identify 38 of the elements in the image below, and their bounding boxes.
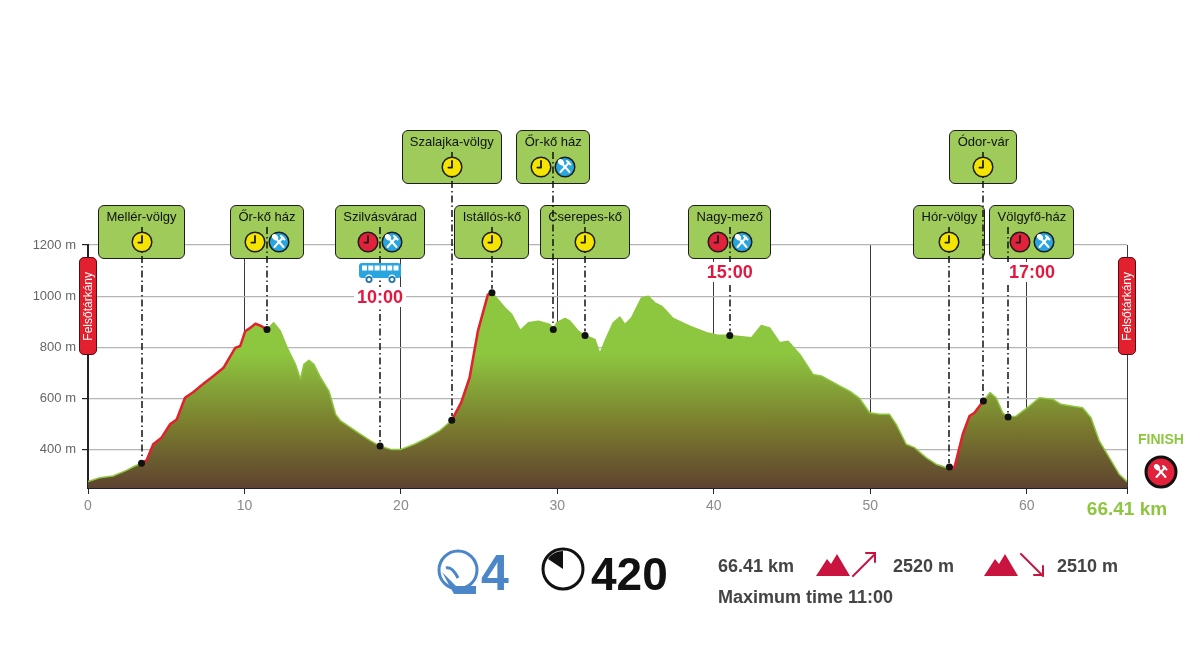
annotation: Völgyfő-ház bbox=[996, 209, 1068, 225]
annotation: 10:00 bbox=[354, 287, 407, 307]
annotation: 15:00 bbox=[703, 262, 756, 282]
annotation: Szilvásvárad bbox=[342, 209, 418, 225]
text: 420 bbox=[591, 548, 668, 600]
annotation: Felsőtárkány bbox=[1119, 271, 1135, 341]
annotation: Cserepes-kő bbox=[547, 209, 623, 225]
annotation: Felsőtárkány bbox=[80, 271, 96, 341]
text: FINISH bbox=[1138, 431, 1184, 447]
text: 66.41 km bbox=[718, 556, 795, 576]
x-tick-label: 20 bbox=[393, 497, 409, 514]
annotation: Nagy-mező bbox=[695, 209, 764, 225]
text: Maximum time 11:00 bbox=[718, 587, 894, 607]
text: 2510 m bbox=[1057, 556, 1119, 576]
annotation: Mellér-völgy bbox=[105, 209, 178, 225]
annotation: Istállós-kő bbox=[461, 209, 523, 225]
text: 2520 m bbox=[893, 556, 955, 576]
x-tick-label: 66.41 km bbox=[1086, 497, 1168, 519]
x-tick-label: 30 bbox=[549, 497, 566, 514]
y-tick-label: 1000 m bbox=[32, 287, 76, 303]
y-tick-label: 800 m bbox=[39, 338, 76, 354]
text: 4 bbox=[481, 545, 509, 601]
annotation: Őr-kő ház bbox=[523, 134, 583, 150]
y-tick-label: 400 m bbox=[39, 441, 76, 457]
x-tick-label: 50 bbox=[862, 497, 879, 514]
y-tick-label: 1200 m bbox=[32, 236, 76, 252]
x-tick-label: 40 bbox=[706, 497, 722, 514]
annotation: Őr-kő ház bbox=[237, 209, 297, 225]
x-tick-label: 60 bbox=[1018, 497, 1035, 514]
annotation: Ódor-vár bbox=[956, 134, 1010, 150]
annotation: 17:00 bbox=[1005, 262, 1058, 282]
tag-box: Felsőtárkány bbox=[1118, 257, 1136, 355]
annotation: Hór-völgy bbox=[920, 209, 979, 225]
x-tick-label: 0 bbox=[84, 497, 93, 514]
x-tick-label: 10 bbox=[236, 497, 253, 514]
tag-box: Felsőtárkány bbox=[79, 257, 97, 355]
y-tick-label: 600 m bbox=[39, 390, 76, 406]
annotation: Szalajka-völgy bbox=[408, 134, 495, 150]
